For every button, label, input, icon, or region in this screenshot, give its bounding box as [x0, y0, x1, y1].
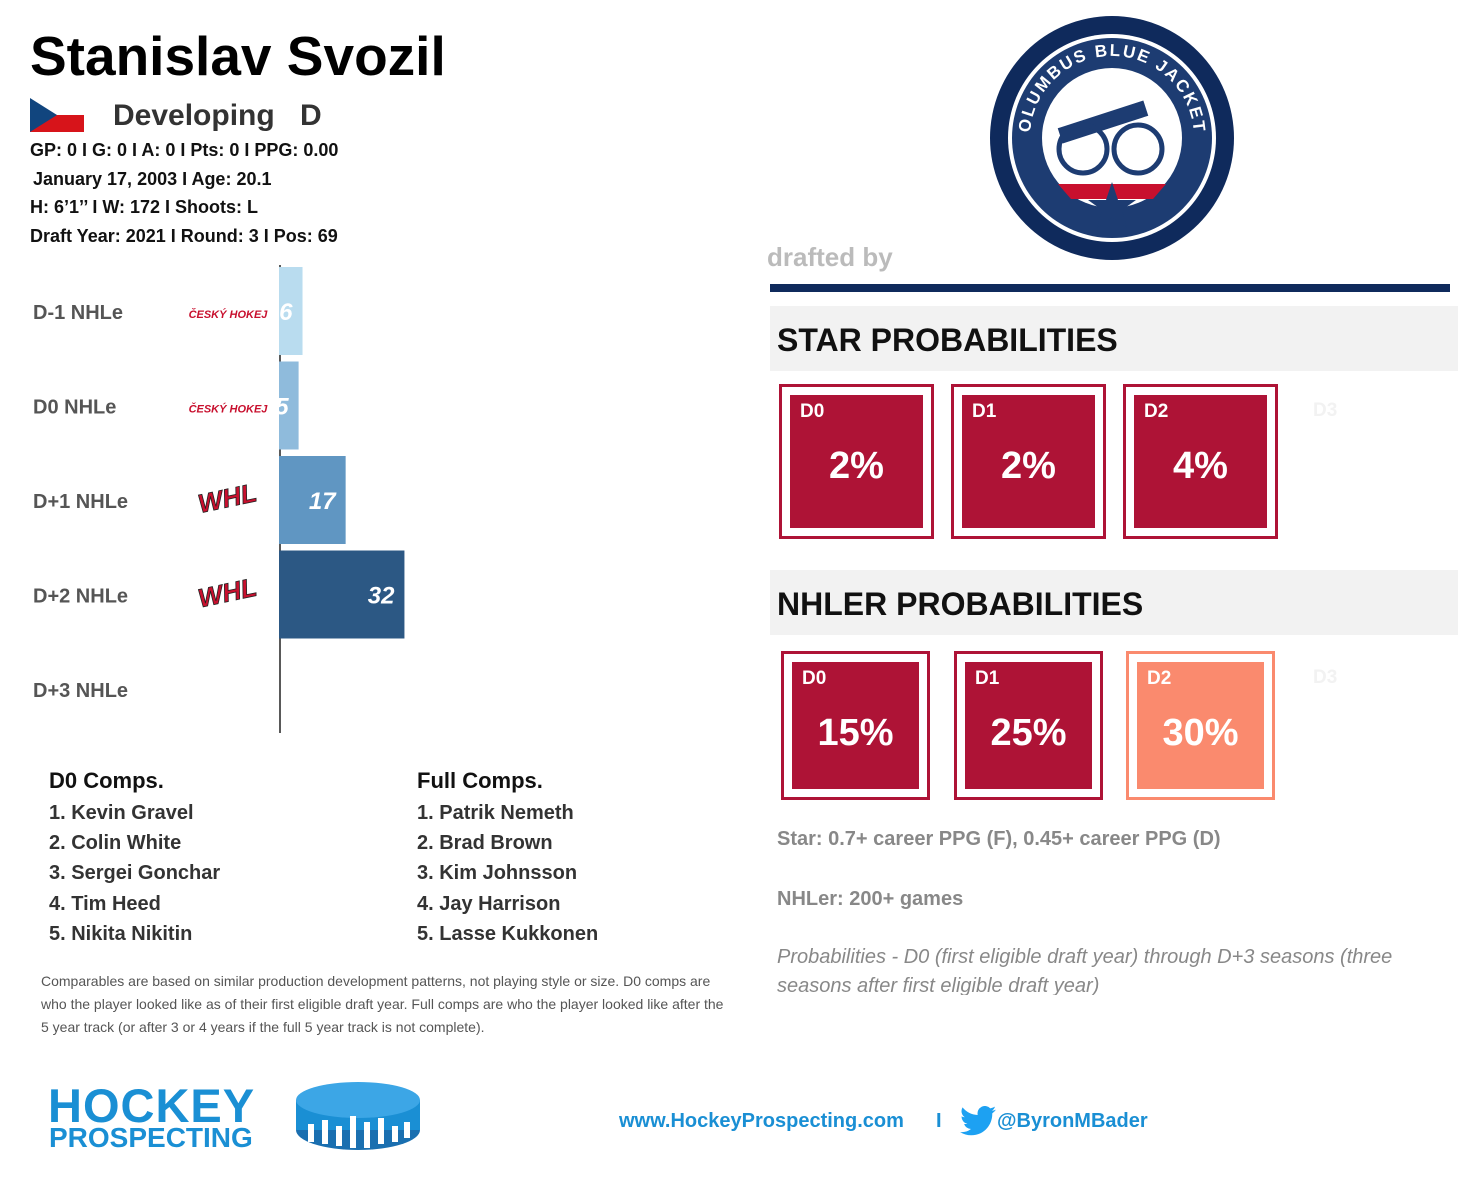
card-value: 15%: [817, 712, 894, 754]
bar-value: 17: [309, 488, 337, 515]
card-label: D0: [802, 668, 827, 689]
puck-logo: [296, 1082, 420, 1150]
league-logo: WHL: [195, 477, 259, 519]
comp-item: 1. Kevin Gravel: [49, 802, 194, 824]
card-fill: [1135, 660, 1266, 791]
card-label: D1: [975, 668, 1000, 689]
full-comps-title: Full Comps.: [417, 768, 543, 793]
comp-item: 4. Tim Heed: [49, 892, 161, 915]
card-value: 4%: [1173, 445, 1228, 487]
nhler-band: [770, 570, 1458, 635]
bar: [279, 361, 299, 450]
star-definition: Star: 0.7+ career PPG (F), 0.45+ career …: [777, 828, 1221, 850]
comp-item: 2. Brad Brown: [417, 832, 553, 855]
draft: Draft Year: 2021 I Round: 3 I Pos: 69: [30, 226, 338, 246]
card-value: 30%: [1162, 712, 1239, 754]
brand-bottom: PROSPECTING: [49, 1122, 253, 1153]
star-title: STAR PROBABILITIES: [777, 322, 1118, 358]
comp-item: 4. Jay Harrison: [417, 892, 561, 915]
league-logo: ČESKÝ HOKEJ: [189, 403, 269, 416]
probability-card: D2 4%: [1123, 384, 1278, 539]
card-fill: [790, 660, 921, 791]
comp-item: 2. Colin White: [49, 832, 182, 855]
star-band: [770, 306, 1458, 371]
card-value: 25%: [990, 712, 1067, 754]
bar: [279, 456, 346, 544]
probability-note: Probabilities - D0 (first eligible draft…: [777, 946, 1393, 995]
league-logo: WHL: [195, 572, 259, 614]
bar-value: 6: [279, 299, 293, 326]
bar-value: 32: [368, 583, 395, 610]
nhler-title: NHLER PROBABILITIES: [777, 586, 1144, 622]
comp-item: 1. Patrik Nemeth: [417, 802, 574, 824]
size: H: 6’1’’ I W: 172 I Shoots: L: [30, 197, 259, 217]
comp-item: 5. Lasse Kukkonen: [417, 922, 599, 945]
probability-card: D1 25%: [954, 651, 1103, 800]
nhler-definition: NHLer: 200+ games: [777, 888, 964, 910]
card-label: D1: [972, 401, 997, 422]
card-label: D2: [1147, 668, 1172, 689]
player-name: Stanislav Svozil: [30, 25, 446, 87]
divider: [770, 284, 1450, 292]
bar: [279, 267, 303, 355]
comp-item: 5. Nikita Nikitin: [49, 922, 193, 945]
card-fill: [788, 393, 925, 530]
probability-card: D2 30%: [1126, 651, 1275, 800]
d0-comps-title: D0 Comps.: [49, 768, 164, 793]
category-label: D+1 NHLe: [33, 491, 128, 513]
card-label: D2: [1144, 401, 1169, 422]
card-fill: [960, 393, 1097, 530]
card-value: 2%: [829, 445, 884, 487]
comps-note: Comparables are based on similar product…: [41, 973, 724, 1035]
team-logo: COLUMBUS BLUE JACKETS: [988, 14, 1234, 260]
card-fill: [963, 660, 1094, 791]
empty-label: D3: [1313, 400, 1338, 421]
brand-top: HOCKEY: [48, 1079, 256, 1132]
category-label: D0 NHLe: [33, 397, 116, 419]
card-value: 2%: [1001, 445, 1056, 487]
stats: GP: 0 I G: 0 I A: 0 I Pts: 0 I PPG: 0.00: [30, 140, 339, 160]
category-label: D+2 NHLe: [33, 586, 128, 608]
bar: [279, 550, 405, 639]
probability-card: D0 15%: [781, 651, 930, 800]
category-label: D+3 NHLe: [33, 680, 128, 702]
flag: [30, 98, 84, 132]
site-link[interactable]: www.HockeyProspecting.com: [619, 1110, 904, 1132]
drafted-by: drafted by: [767, 242, 893, 272]
separator: I: [936, 1110, 942, 1132]
card-fill: [1132, 393, 1269, 530]
league-logo: ČESKÝ HOKEJ: [189, 308, 269, 321]
comp-item: 3. Sergei Gonchar: [49, 862, 221, 885]
empty-label: D3: [1313, 667, 1338, 688]
probability-card: D0 2%: [779, 384, 934, 539]
position: D: [300, 99, 322, 132]
twitter-handle[interactable]: @ByronMBader: [997, 1110, 1148, 1132]
birth: January 17, 2003 I Age: 20.1: [33, 169, 272, 189]
comp-item: 3. Kim Johnsson: [417, 862, 578, 885]
card-label: D0: [800, 401, 825, 422]
probability-card: D1 2%: [951, 384, 1106, 539]
status: Developing: [113, 99, 275, 132]
bar-value: 5: [275, 394, 289, 421]
nhle-chart: D-1 NHLe ČESKÝ HOKEJ 6 D0 NHLe ČESKÝ HOKEJ 5 D…: [33, 265, 405, 733]
twitter-icon: [960, 1106, 996, 1136]
category-label: D-1 NHLe: [33, 302, 123, 324]
